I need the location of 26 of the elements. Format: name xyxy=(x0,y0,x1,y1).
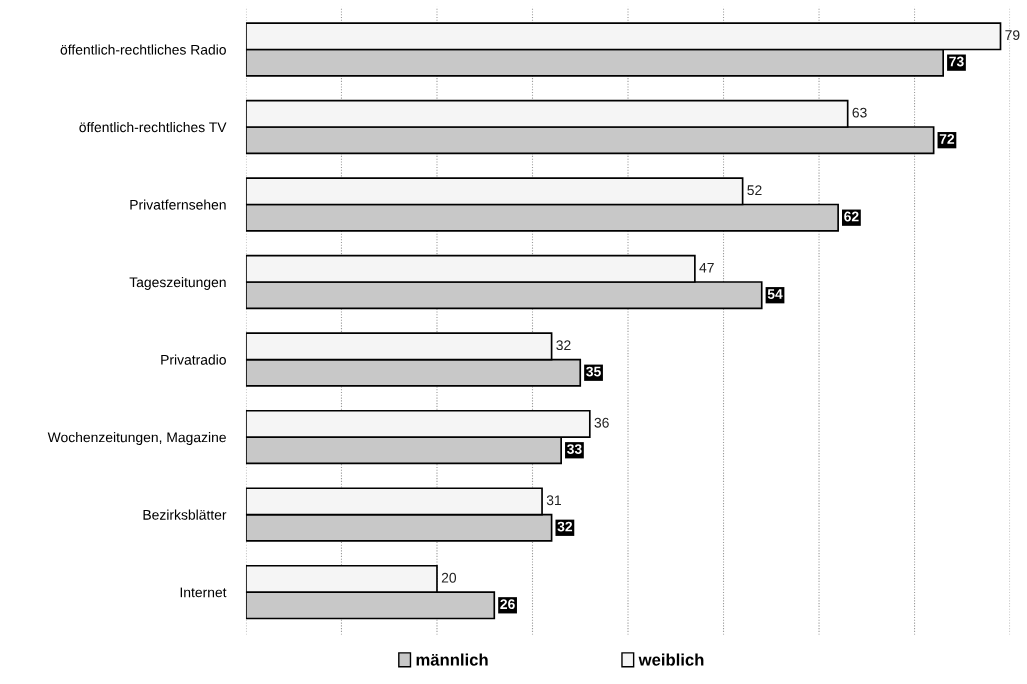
data-label: 62 xyxy=(844,211,859,222)
y-tick-label: öffentlich-rechtliches TV xyxy=(79,121,227,133)
data-label: 63 xyxy=(852,107,867,118)
data-label: 33 xyxy=(567,444,582,454)
y-tick-label: Internet xyxy=(180,587,227,598)
data-label: 52 xyxy=(747,185,762,196)
legend-label: männlich xyxy=(416,653,488,666)
legend-label: weiblich xyxy=(638,653,704,666)
data-label: 72 xyxy=(939,134,955,144)
y-tick-label: Tageszeitungen xyxy=(129,277,226,290)
y-tick-label: Bezirksblätter xyxy=(143,509,227,520)
data-label: 32 xyxy=(557,521,573,532)
y-tick-label: öffentlich-rechtliches Radio xyxy=(60,44,226,55)
data-label: 73 xyxy=(949,56,964,67)
data-label: 47 xyxy=(699,262,714,273)
data-label: 32 xyxy=(556,340,571,351)
data-label: 79 xyxy=(1005,30,1020,41)
y-tick-label: Wochenzeitungen, Magazine xyxy=(47,432,226,445)
y-tick-label: Privatfernsehen xyxy=(130,199,226,210)
data-label: 35 xyxy=(586,366,601,377)
data-label: 36 xyxy=(594,417,609,428)
data-label: 31 xyxy=(546,495,561,506)
data-label: 26 xyxy=(500,599,515,610)
data-label: 54 xyxy=(767,289,783,299)
data-label: 20 xyxy=(441,572,457,583)
y-tick-label: Privatradio xyxy=(161,354,226,365)
